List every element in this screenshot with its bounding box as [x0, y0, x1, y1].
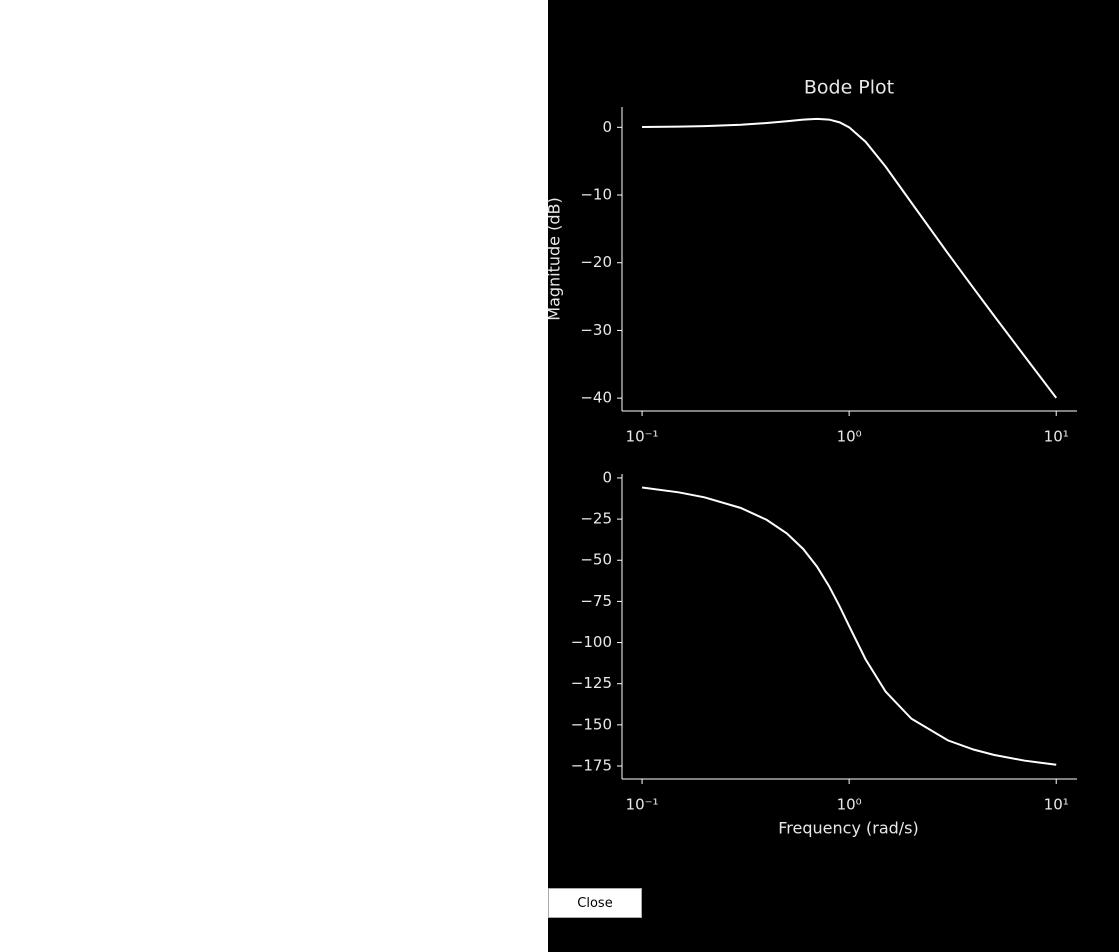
- line-series: [642, 117, 1058, 399]
- x-tick-label: 10⁰: [837, 428, 862, 446]
- y-tick-label: −50: [580, 551, 612, 569]
- figure-panel: 0 −10 −20 −30 −40 10⁻¹ 10⁰ 10¹ Bode Plot Magnitud…: [548, 0, 1119, 952]
- plot-group: 0 −10 −20 −30 −40 10⁻¹ 10⁰ 10¹ Bode Plot Magnitud…: [548, 77, 1077, 838]
- y-tick-label: −175: [571, 756, 612, 774]
- y-tick-label: −20: [580, 253, 612, 271]
- y-tick-label: −25: [580, 510, 612, 528]
- y-tick-label: −40: [580, 389, 612, 407]
- x-tick-label: 10¹: [1044, 796, 1069, 814]
- x-tick-label: 10⁻¹: [626, 428, 659, 446]
- y-axis-label: Magnitude (dB): [548, 197, 564, 320]
- y-tick-label: −30: [580, 321, 612, 339]
- close-button[interactable]: Close: [548, 888, 642, 918]
- chart-title: Bode Plot: [804, 77, 894, 99]
- y-tick-label: 0: [602, 118, 612, 136]
- chart: 0 −10 −20 −30 −40 10⁻¹ 10⁰ 10¹ Bode Plot Magnitud…: [548, 77, 1077, 838]
- x-tick-label: 10⁻¹: [626, 796, 659, 814]
- y-tick-label: −150: [571, 715, 612, 733]
- x-axis-label: Frequency (rad/s): [778, 819, 919, 838]
- y-tick-label: 0: [602, 468, 612, 486]
- y-tick-label: −125: [571, 674, 612, 692]
- x-tick-label: 10¹: [1044, 428, 1069, 446]
- y-tick-label: −75: [580, 592, 612, 610]
- line-series: [641, 486, 1057, 766]
- x-tick-label: 10⁰: [837, 796, 862, 814]
- y-tick-label: −100: [571, 633, 612, 651]
- y-tick-label: −10: [580, 186, 612, 204]
